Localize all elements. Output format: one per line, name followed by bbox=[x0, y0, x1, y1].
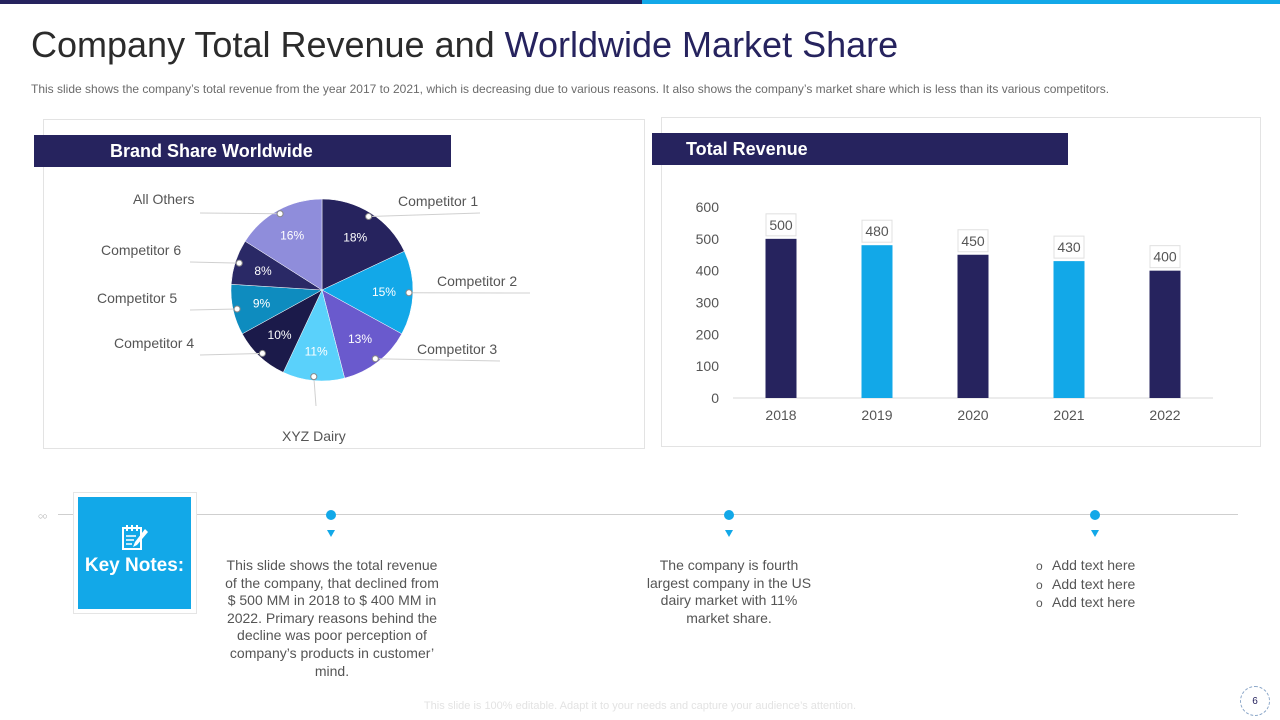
pie-leader-line bbox=[199, 212, 281, 215]
page-number: 6 bbox=[1240, 686, 1270, 716]
pie-chart: 18% 15% 13% 11% 10% 9% 8% 16% bbox=[189, 198, 531, 407]
bar-value-box bbox=[1053, 235, 1085, 259]
pie-slice-percent: 8% bbox=[254, 264, 272, 278]
y-tick-label: 100 bbox=[696, 358, 720, 374]
pie-leader-line bbox=[199, 352, 263, 356]
bullet-symbol: o bbox=[1036, 559, 1043, 573]
bar-chart: 0 100 200 300 400 500 600 500 2018 480 2019 450 2020… bbox=[696, 199, 1213, 423]
pie-slice-percent: 13% bbox=[348, 332, 372, 346]
pie-slice bbox=[321, 289, 403, 379]
pie-leader-line bbox=[189, 308, 238, 311]
y-tick-label: 300 bbox=[696, 295, 720, 311]
timeline-dot-3 bbox=[1090, 510, 1100, 520]
revenue-bar bbox=[1149, 270, 1181, 398]
bullet-item: o Add text here bbox=[1036, 594, 1135, 613]
bar-value-box bbox=[765, 213, 797, 237]
pie-leader-marker bbox=[365, 213, 373, 221]
pie-slice-label: XYZ Dairy bbox=[282, 428, 346, 444]
pie-slice-label: Competitor 4 bbox=[114, 335, 195, 351]
revenue-bar bbox=[957, 254, 989, 398]
x-tick-label: 2019 bbox=[861, 407, 892, 423]
pie-leader-line bbox=[189, 261, 240, 264]
x-tick-label: 2022 bbox=[1149, 407, 1180, 423]
pie-slice-label: Competitor 3 bbox=[417, 341, 498, 357]
timeline-arrow-2 bbox=[725, 530, 733, 537]
x-tick-label: 2018 bbox=[765, 407, 796, 423]
pie-leader-marker bbox=[405, 289, 413, 297]
footer-note: This slide is 100% editable. Adapt it to… bbox=[423, 700, 857, 712]
pie-leader-marker bbox=[371, 355, 379, 363]
bar-value-label: 450 bbox=[961, 233, 985, 249]
slide-title: Company Total Revenue and Worldwide Mark… bbox=[31, 24, 898, 66]
bullet-text: Add text here bbox=[1052, 575, 1136, 592]
notepad-pencil-icon bbox=[122, 525, 148, 550]
pie-slice bbox=[244, 198, 323, 291]
bullet-symbol: o bbox=[1036, 577, 1043, 592]
pie-leader-marker bbox=[310, 373, 318, 381]
bar-value-box bbox=[1149, 245, 1181, 269]
top-accent-bar-navy bbox=[0, 0, 642, 4]
bullet-text: Add text here bbox=[1052, 557, 1136, 573]
pie-leader-marker bbox=[258, 349, 266, 357]
bullet-symbol: o bbox=[1036, 596, 1043, 611]
pie-leader-line bbox=[368, 212, 481, 218]
x-tick-label: 2020 bbox=[957, 407, 988, 423]
bar-value-label: 400 bbox=[1153, 249, 1177, 265]
pie-slice-label: All Others bbox=[133, 191, 195, 207]
brand-share-header: Brand Share Worldwide bbox=[34, 135, 451, 167]
pie-slice-label: Competitor 6 bbox=[101, 242, 182, 258]
timeline-arrow-1 bbox=[327, 530, 335, 537]
bar-value-label: 430 bbox=[1057, 239, 1081, 255]
y-tick-label: 600 bbox=[696, 199, 720, 215]
pie-slice-percent: 16% bbox=[280, 229, 304, 243]
timeline-dot-2 bbox=[724, 510, 734, 520]
pie-leader-line bbox=[375, 358, 501, 362]
key-notes-label: Key Notes: bbox=[84, 555, 185, 576]
pie-leader-marker bbox=[276, 210, 284, 218]
slide-subtitle: This slide shows the company’s total rev… bbox=[31, 82, 1110, 96]
top-accent-bar-blue bbox=[642, 0, 1280, 4]
pie-slice-percent: 10% bbox=[268, 328, 292, 342]
timeline-start-icon: ○○ bbox=[38, 511, 48, 521]
bar-value-label: 480 bbox=[865, 223, 889, 239]
pie-slice-percent: 15% bbox=[372, 285, 396, 299]
y-tick-label: 200 bbox=[696, 326, 720, 342]
revenue-bar bbox=[765, 238, 797, 398]
key-note-bullets: o Add text here o Add text here o Add text … bbox=[1036, 557, 1135, 613]
x-tick-label: 2021 bbox=[1053, 407, 1084, 423]
pie-slice-percent: 18% bbox=[343, 231, 367, 245]
bar-value-box bbox=[957, 229, 989, 253]
pie-slice-label: Competitor 2 bbox=[437, 273, 518, 289]
title-main: Company Total Revenue and bbox=[31, 24, 505, 65]
y-tick-label: 0 bbox=[711, 390, 719, 406]
pie-slice-percent: 9% bbox=[253, 297, 271, 311]
pie-slice bbox=[321, 198, 405, 291]
key-notes-box: Key Notes: bbox=[78, 497, 191, 609]
revenue-bar bbox=[1053, 261, 1085, 398]
title-accent: Worldwide Market Share bbox=[504, 24, 899, 65]
pie-slice-percent: 11% bbox=[305, 345, 328, 359]
y-tick-label: 500 bbox=[696, 231, 720, 247]
pie-leader-marker bbox=[235, 259, 243, 267]
bullet-item: o Add text here bbox=[1036, 557, 1135, 576]
revenue-bar bbox=[861, 245, 893, 398]
bullet-text: Add text here bbox=[1052, 594, 1136, 611]
timeline-line bbox=[58, 514, 1238, 515]
bar-value-box bbox=[861, 219, 893, 243]
bullet-item: o Add text here bbox=[1036, 576, 1135, 595]
timeline-arrow-3 bbox=[1091, 530, 1099, 537]
pie-slice-label: Competitor 5 bbox=[97, 290, 178, 306]
pie-leader-line bbox=[313, 376, 317, 407]
pie-leader-marker bbox=[233, 305, 241, 313]
timeline-dot-1 bbox=[326, 510, 336, 520]
key-note-market-position: The company is fourth largest company in… bbox=[646, 557, 812, 626]
pie-slice-label: Competitor 1 bbox=[398, 193, 479, 209]
key-note-revenue: This slide shows the total revenue of th… bbox=[225, 557, 439, 679]
bar-value-label: 500 bbox=[769, 217, 793, 233]
total-revenue-header: Total Revenue bbox=[652, 133, 1068, 165]
y-tick-label: 400 bbox=[696, 263, 720, 279]
